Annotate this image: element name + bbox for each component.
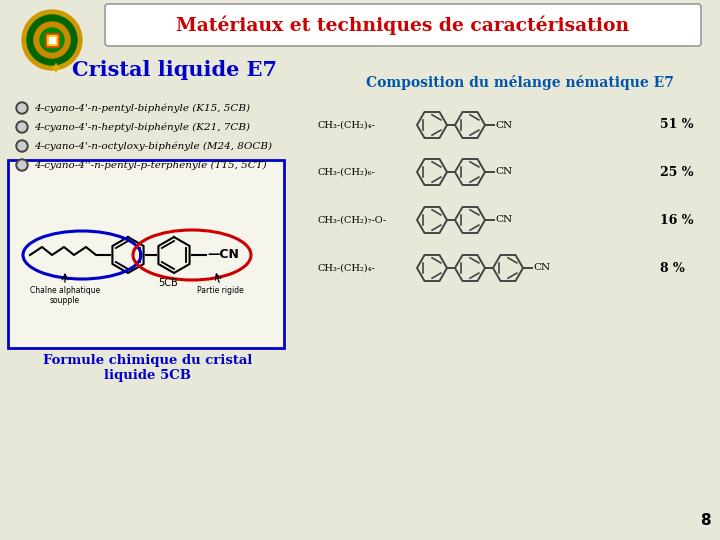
Bar [47,35,57,45]
Circle shape [16,121,28,133]
Circle shape [18,123,26,131]
Circle shape [18,104,26,112]
Text: 4-cyano-4''-n-pentyl-p-terphényle (T15, 5CT): 4-cyano-4''-n-pentyl-p-terphényle (T15, … [34,160,266,170]
Text: CN: CN [533,264,550,273]
Text: 8: 8 [700,513,711,528]
Circle shape [27,15,77,65]
Text: 4-cyano-4'-n-heptyl-biphényle (K21, 7CB): 4-cyano-4'-n-heptyl-biphényle (K21, 7CB) [34,122,250,132]
Bar [8,160,284,348]
Circle shape [18,161,26,169]
Circle shape [34,22,70,58]
Text: CH₃-(CH₂)₆-: CH₃-(CH₂)₆- [318,167,376,177]
Text: CH₃-(CH₂)₄-: CH₃-(CH₂)₄- [318,264,376,273]
Circle shape [40,28,64,52]
Text: Cristal liquide E7: Cristal liquide E7 [72,60,277,80]
Text: CH₃-(CH₂)₇-O-: CH₃-(CH₂)₇-O- [318,215,387,225]
Text: 16 %: 16 % [660,213,693,226]
Bar [45,33,59,47]
Text: CH₃-(CH₂)₄-: CH₃-(CH₂)₄- [318,120,376,130]
FancyBboxPatch shape [105,4,701,46]
Text: Chaîne alphatique
soupple: Chaîne alphatique soupple [30,286,100,306]
Text: 8 %: 8 % [660,261,685,274]
Circle shape [16,159,28,171]
Circle shape [16,102,28,114]
Circle shape [18,142,26,150]
Text: CN: CN [495,215,512,225]
Text: Composition du mélange nématique E7: Composition du mélange nématique E7 [366,75,674,90]
Text: 4-cyano-4'-n-octyloxy-biphényle (M24, 8OCB): 4-cyano-4'-n-octyloxy-biphényle (M24, 8O… [34,141,272,151]
Circle shape [16,140,28,152]
Text: 51 %: 51 % [660,118,693,132]
Text: ✦: ✦ [48,61,62,79]
Text: 4-cyano-4'-n-pentyl-biphényle (K15, 5CB): 4-cyano-4'-n-pentyl-biphényle (K15, 5CB) [34,103,250,113]
Text: CN: CN [495,167,512,177]
Text: Matériaux et techniques de caractérisation: Matériaux et techniques de caractérisati… [176,15,629,35]
Text: CN: CN [495,120,512,130]
Circle shape [22,10,82,70]
Bar [49,37,55,43]
Text: Formule chimique du cristal
liquide 5CB: Formule chimique du cristal liquide 5CB [43,354,253,382]
Text: —CN: —CN [207,248,239,261]
Text: 25 %: 25 % [660,165,693,179]
Text: Partie rigide: Partie rigide [197,286,243,295]
Text: 5CB: 5CB [158,278,178,288]
